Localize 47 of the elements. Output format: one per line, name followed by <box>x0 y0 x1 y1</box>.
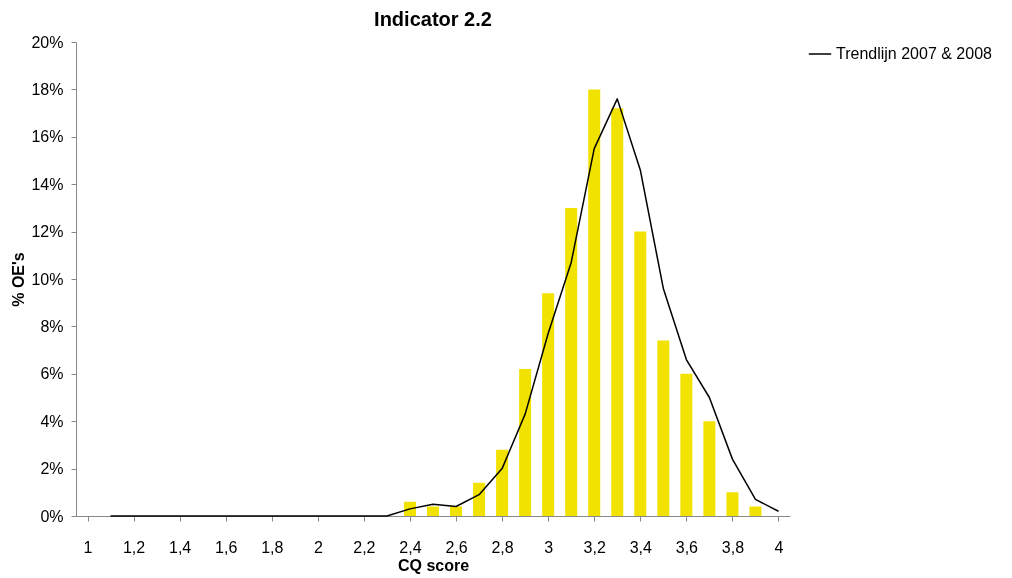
y-tick-label: 18% <box>31 80 64 98</box>
bar <box>749 506 762 516</box>
y-tick-label: 8% <box>40 317 64 335</box>
bar <box>726 492 739 516</box>
bar <box>427 506 439 516</box>
y-tick-label: 20% <box>31 33 64 51</box>
x-tick-label: 2,8 <box>491 538 514 556</box>
bar <box>473 482 486 516</box>
y-tick-label: 12% <box>31 223 64 241</box>
x-tick-label: 2,4 <box>399 538 422 556</box>
x-tick-label: 3,2 <box>583 538 606 556</box>
y-tick-label: 2% <box>40 460 64 478</box>
line-series <box>109 98 780 517</box>
y-tick-label: 14% <box>31 175 64 193</box>
y-tick-label: 6% <box>40 365 64 383</box>
x-tick-label: 1,8 <box>261 538 284 556</box>
y-tick-label: 4% <box>40 412 64 430</box>
bar <box>450 506 463 516</box>
x-tick-label: 2,6 <box>445 538 468 556</box>
bar <box>634 231 647 516</box>
y-tick-label: 10% <box>31 270 64 288</box>
x-tick-label: 2 <box>313 538 323 556</box>
y-tick-label: 16% <box>31 128 64 146</box>
x-tick-label: 2,2 <box>353 538 376 556</box>
bar <box>680 373 693 516</box>
bar <box>657 340 670 516</box>
x-axis-title: CQ score <box>397 556 470 574</box>
bar <box>611 108 624 516</box>
bar <box>565 207 578 516</box>
x-tick-label: 3,6 <box>675 538 699 556</box>
x-tick-label: 1,4 <box>169 538 192 556</box>
x-tick-label: 1 <box>83 538 93 556</box>
bar <box>519 369 532 516</box>
x-tick-label: 3,4 <box>629 538 653 556</box>
legend-label: Trendlijn 2007 & 2008 <box>836 45 993 62</box>
x-tick-label: 1,6 <box>215 538 238 556</box>
chart-title: Indicator 2.2 <box>374 8 492 30</box>
bar <box>496 449 509 516</box>
bar <box>588 89 601 516</box>
y-tick-label: 0% <box>40 507 64 525</box>
bar <box>542 293 555 516</box>
x-tick-label: 4 <box>774 538 784 556</box>
x-tick-label: 3 <box>544 538 554 556</box>
x-tick-label: 3,8 <box>721 538 745 556</box>
bar <box>703 421 716 516</box>
x-tick-label: 1,2 <box>122 538 146 556</box>
y-axis-title: % OE's <box>10 252 28 307</box>
